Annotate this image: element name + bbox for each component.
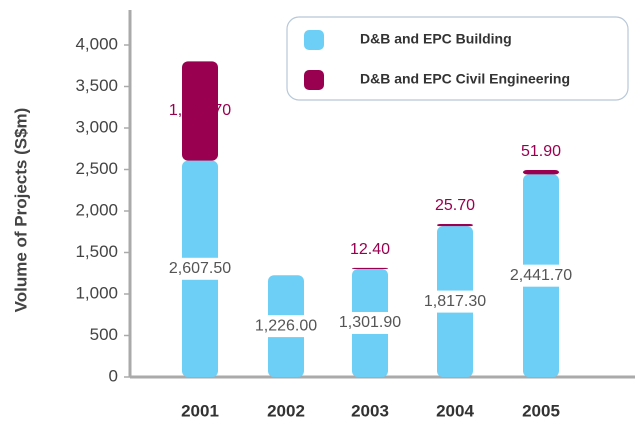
legend-label: D&B and EPC Civil Engineering xyxy=(360,71,570,87)
y-tick-label: 4,000 xyxy=(75,34,118,53)
value-label-bg xyxy=(413,290,497,313)
x-tick-label: 2004 xyxy=(436,401,474,420)
legend-swatch xyxy=(304,30,324,50)
legend-label: D&B and EPC Building xyxy=(360,31,512,47)
value-label: 1,195.70 xyxy=(169,102,231,119)
y-tick-label: 1,000 xyxy=(75,283,118,302)
y-tick-label: 3,500 xyxy=(75,76,118,95)
bar-segment xyxy=(182,61,218,161)
bar-segment xyxy=(352,267,388,269)
value-label-bg xyxy=(328,311,412,334)
x-tick-label: 2001 xyxy=(181,401,219,420)
y-tick-label: 2,000 xyxy=(75,200,118,219)
y-tick-label: 2,500 xyxy=(75,159,118,178)
value-label: 51.90 xyxy=(521,143,561,160)
value-label: 1,817.30 xyxy=(424,293,486,310)
x-tick-label: 2005 xyxy=(522,401,560,420)
value-label-bg xyxy=(499,264,583,287)
y-axis-label: Volume of Projects (S$m) xyxy=(11,108,30,313)
x-tick-label: 2002 xyxy=(267,401,305,420)
y-tick-label: 3,000 xyxy=(75,117,118,136)
bar-segment xyxy=(437,224,473,227)
value-label-bg xyxy=(244,315,328,338)
y-tick-label: 500 xyxy=(90,325,118,344)
x-tick-label: 2003 xyxy=(351,401,389,420)
y-tick-label: 0 xyxy=(109,366,118,385)
value-label: 1,226.00 xyxy=(255,317,317,334)
value-label: 25.70 xyxy=(435,197,475,214)
value-label: 1,301.90 xyxy=(339,314,401,331)
legend-box xyxy=(286,16,629,101)
value-label: 2,441.70 xyxy=(510,267,572,284)
value-label-bg xyxy=(158,257,242,280)
bar-segment xyxy=(523,170,559,175)
value-label: 2,607.50 xyxy=(169,260,231,277)
value-label: 12.40 xyxy=(350,241,390,258)
y-tick-label: 1,500 xyxy=(75,242,118,261)
legend-swatch xyxy=(304,70,324,90)
